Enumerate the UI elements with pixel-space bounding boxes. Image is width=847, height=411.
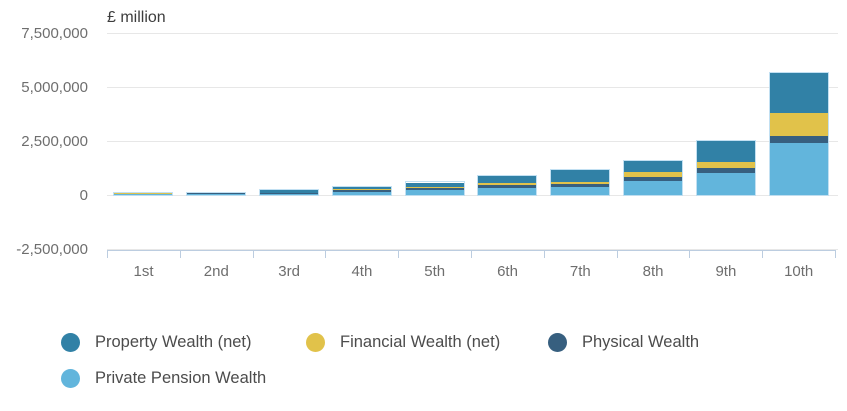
bar-segment-financial-wealth-net[interactable]: [624, 172, 682, 178]
bar-segment-financial-wealth-net[interactable]: [405, 186, 464, 188]
legend-swatch-icon: [61, 332, 80, 352]
legend-item-private-pension-wealth[interactable]: Private Pension Wealth: [61, 368, 266, 388]
bar-segment-private-pension-wealth[interactable]: [624, 180, 682, 195]
legend-swatch-icon: [548, 332, 567, 352]
legend-label: Physical Wealth: [582, 332, 700, 351]
y-tick-label: 7,500,000: [21, 25, 88, 42]
bar-segment-physical-wealth[interactable]: [551, 183, 610, 187]
x-axis-tick: [325, 250, 327, 258]
x-axis-tick: [543, 250, 545, 258]
bar-segment-property-wealth-net[interactable]: [332, 187, 391, 189]
x-axis-tick: [179, 250, 181, 258]
bar-segment-property-wealth-net[interactable]: [551, 169, 610, 182]
x-tick-label: 9th: [715, 263, 737, 280]
bar-segment-property-wealth-net[interactable]: [405, 182, 464, 187]
bar-segment-physical-wealth[interactable]: [405, 187, 464, 191]
bar-segment-private-pension-wealth[interactable]: [260, 193, 318, 195]
bar-9th[interactable]: [695, 140, 756, 196]
bar-segment-physical-wealth[interactable]: [478, 185, 537, 188]
y-tick-label: -2,500,000: [16, 241, 88, 258]
bar-segment-physical-wealth[interactable]: [260, 193, 318, 194]
x-axis-tick: [835, 250, 836, 258]
x-axis-tick: [398, 250, 400, 258]
bar-segment-physical-wealth[interactable]: [624, 177, 682, 181]
y-grid-line: [107, 249, 838, 250]
bar-segment-private-pension-wealth[interactable]: [551, 186, 610, 195]
y-tick-label: 2,500,000: [21, 133, 88, 150]
x-axis-tick: [107, 250, 108, 258]
bar-2nd[interactable]: [186, 191, 247, 197]
x-tick-label: 10th: [784, 263, 814, 280]
bar-segment-property-wealth-net[interactable]: [769, 72, 828, 114]
x-tick-label: 5th: [424, 263, 446, 280]
y-grid-line: [107, 141, 838, 142]
legend-label: Financial Wealth (net): [340, 332, 501, 351]
bar-3rd[interactable]: [259, 189, 319, 196]
bar-segment-physical-wealth[interactable]: [332, 190, 391, 192]
bar-segment-physical-wealth[interactable]: [187, 193, 246, 194]
bar-1st[interactable]: [113, 192, 174, 196]
bar-segment-property-wealth-net[interactable]: [478, 176, 537, 184]
x-axis-tick: [471, 250, 472, 258]
y-tick-label: 0: [79, 187, 88, 204]
bar-segment-private-pension-wealth[interactable]: [114, 193, 173, 195]
bar-segment-property-wealth-net[interactable]: [696, 141, 755, 162]
legend-item-physical-wealth[interactable]: Physical Wealth: [548, 332, 699, 352]
y-grid-line: [107, 195, 838, 196]
y-grid-line: [107, 87, 838, 88]
bar-8th[interactable]: [623, 159, 683, 196]
bar-segment-financial-wealth-net[interactable]: [696, 161, 755, 169]
bar-4th[interactable]: [331, 186, 392, 196]
x-axis-tick: [689, 250, 691, 258]
legend-item-financial-wealth-net[interactable]: Financial Wealth (net): [306, 332, 500, 352]
bar-segment-financial-wealth-net[interactable]: [551, 181, 610, 184]
bar-segment-property-wealth-net[interactable]: [624, 161, 682, 173]
x-tick-label: 8th: [642, 263, 664, 280]
bar-segment-private-pension-wealth[interactable]: [332, 191, 391, 195]
x-tick-label: 1st: [133, 263, 154, 280]
bar-segment-private-pension-wealth[interactable]: [187, 193, 246, 195]
bar-segment-property-wealth-net[interactable]: [260, 190, 318, 193]
y-axis-unit-label: £ million: [107, 9, 166, 26]
x-tick-label: 6th: [497, 263, 518, 280]
bar-segment-private-pension-wealth[interactable]: [478, 187, 537, 195]
legend-swatch-icon: [306, 332, 325, 352]
x-tick-label: 3rd: [278, 263, 300, 280]
y-grid-line: [107, 33, 838, 34]
bar-segment-financial-wealth-net[interactable]: [769, 113, 828, 137]
bar-segment-financial-wealth-net[interactable]: [332, 188, 391, 191]
legend-label: Property Wealth (net): [95, 332, 252, 351]
bar-segment-financial-wealth-net[interactable]: [478, 183, 537, 186]
y-tick-label: 5,000,000: [21, 79, 88, 96]
x-tick-label: 4th: [351, 263, 373, 280]
bar-segment-physical-wealth[interactable]: [769, 136, 828, 144]
bar-7th[interactable]: [550, 168, 611, 196]
legend-item-property-wealth-net[interactable]: Property Wealth (net): [61, 332, 252, 352]
bar-5th[interactable]: [404, 181, 465, 196]
legend-label: Private Pension Wealth: [95, 368, 267, 387]
x-tick-label: 7th: [569, 263, 591, 280]
x-axis-tick: [762, 250, 764, 258]
bar-segment-private-pension-wealth[interactable]: [769, 143, 828, 195]
x-axis-tick: [616, 250, 618, 258]
bar-segment-private-pension-wealth[interactable]: [696, 173, 755, 195]
bar-segment-private-pension-wealth[interactable]: [405, 190, 464, 195]
legend-swatch-icon: [61, 368, 80, 388]
x-axis-tick: [252, 250, 254, 258]
bar-10th[interactable]: [768, 71, 829, 196]
bar-segment-physical-wealth[interactable]: [696, 168, 755, 174]
x-tick-label: 2nd: [203, 263, 229, 280]
bar-6th[interactable]: [477, 174, 538, 196]
